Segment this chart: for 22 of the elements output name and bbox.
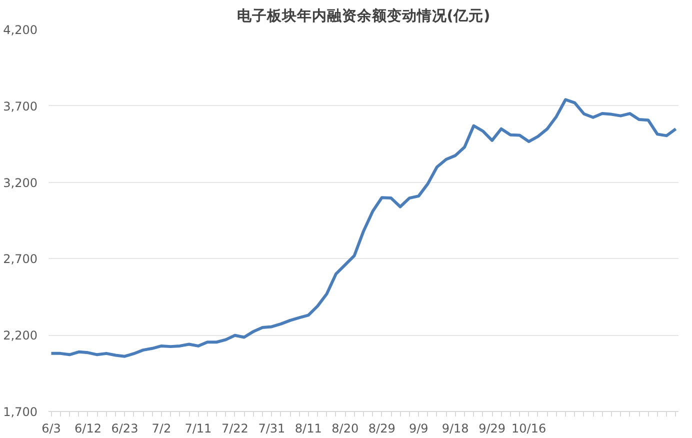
x-tick-label: 6/3 — [42, 422, 61, 436]
y-tick-label: 2,700 — [3, 252, 38, 266]
x-tick-label: 9/18 — [442, 422, 469, 436]
x-tick-label: 8/11 — [294, 422, 322, 436]
x-tick-label: 7/11 — [184, 422, 212, 436]
x-tick-label: 9/29 — [478, 422, 506, 436]
x-tick-label: 7/31 — [258, 422, 286, 436]
x-tick-label: 10/16 — [512, 422, 546, 436]
x-tick-label: 9/9 — [408, 422, 428, 436]
x-tick-label: 7/2 — [152, 422, 172, 436]
y-tick-label: 1,700 — [3, 405, 38, 419]
y-tick-label: 2,200 — [3, 328, 38, 343]
x-tick-label: 8/29 — [368, 422, 396, 436]
chart-title: 电子板块年内融资余额变动情况(亿元) — [236, 6, 490, 24]
y-tick-label: 3,200 — [3, 176, 38, 190]
x-tick-label: 8/20 — [332, 422, 359, 436]
x-tick-label: 6/12 — [74, 422, 102, 436]
y-tick-label: 4,200 — [3, 23, 38, 37]
y-tick-label: 3,700 — [3, 99, 38, 114]
line-series — [50, 98, 678, 358]
x-tick-label: 6/23 — [111, 422, 138, 436]
x-tick-label: 7/22 — [221, 422, 248, 436]
